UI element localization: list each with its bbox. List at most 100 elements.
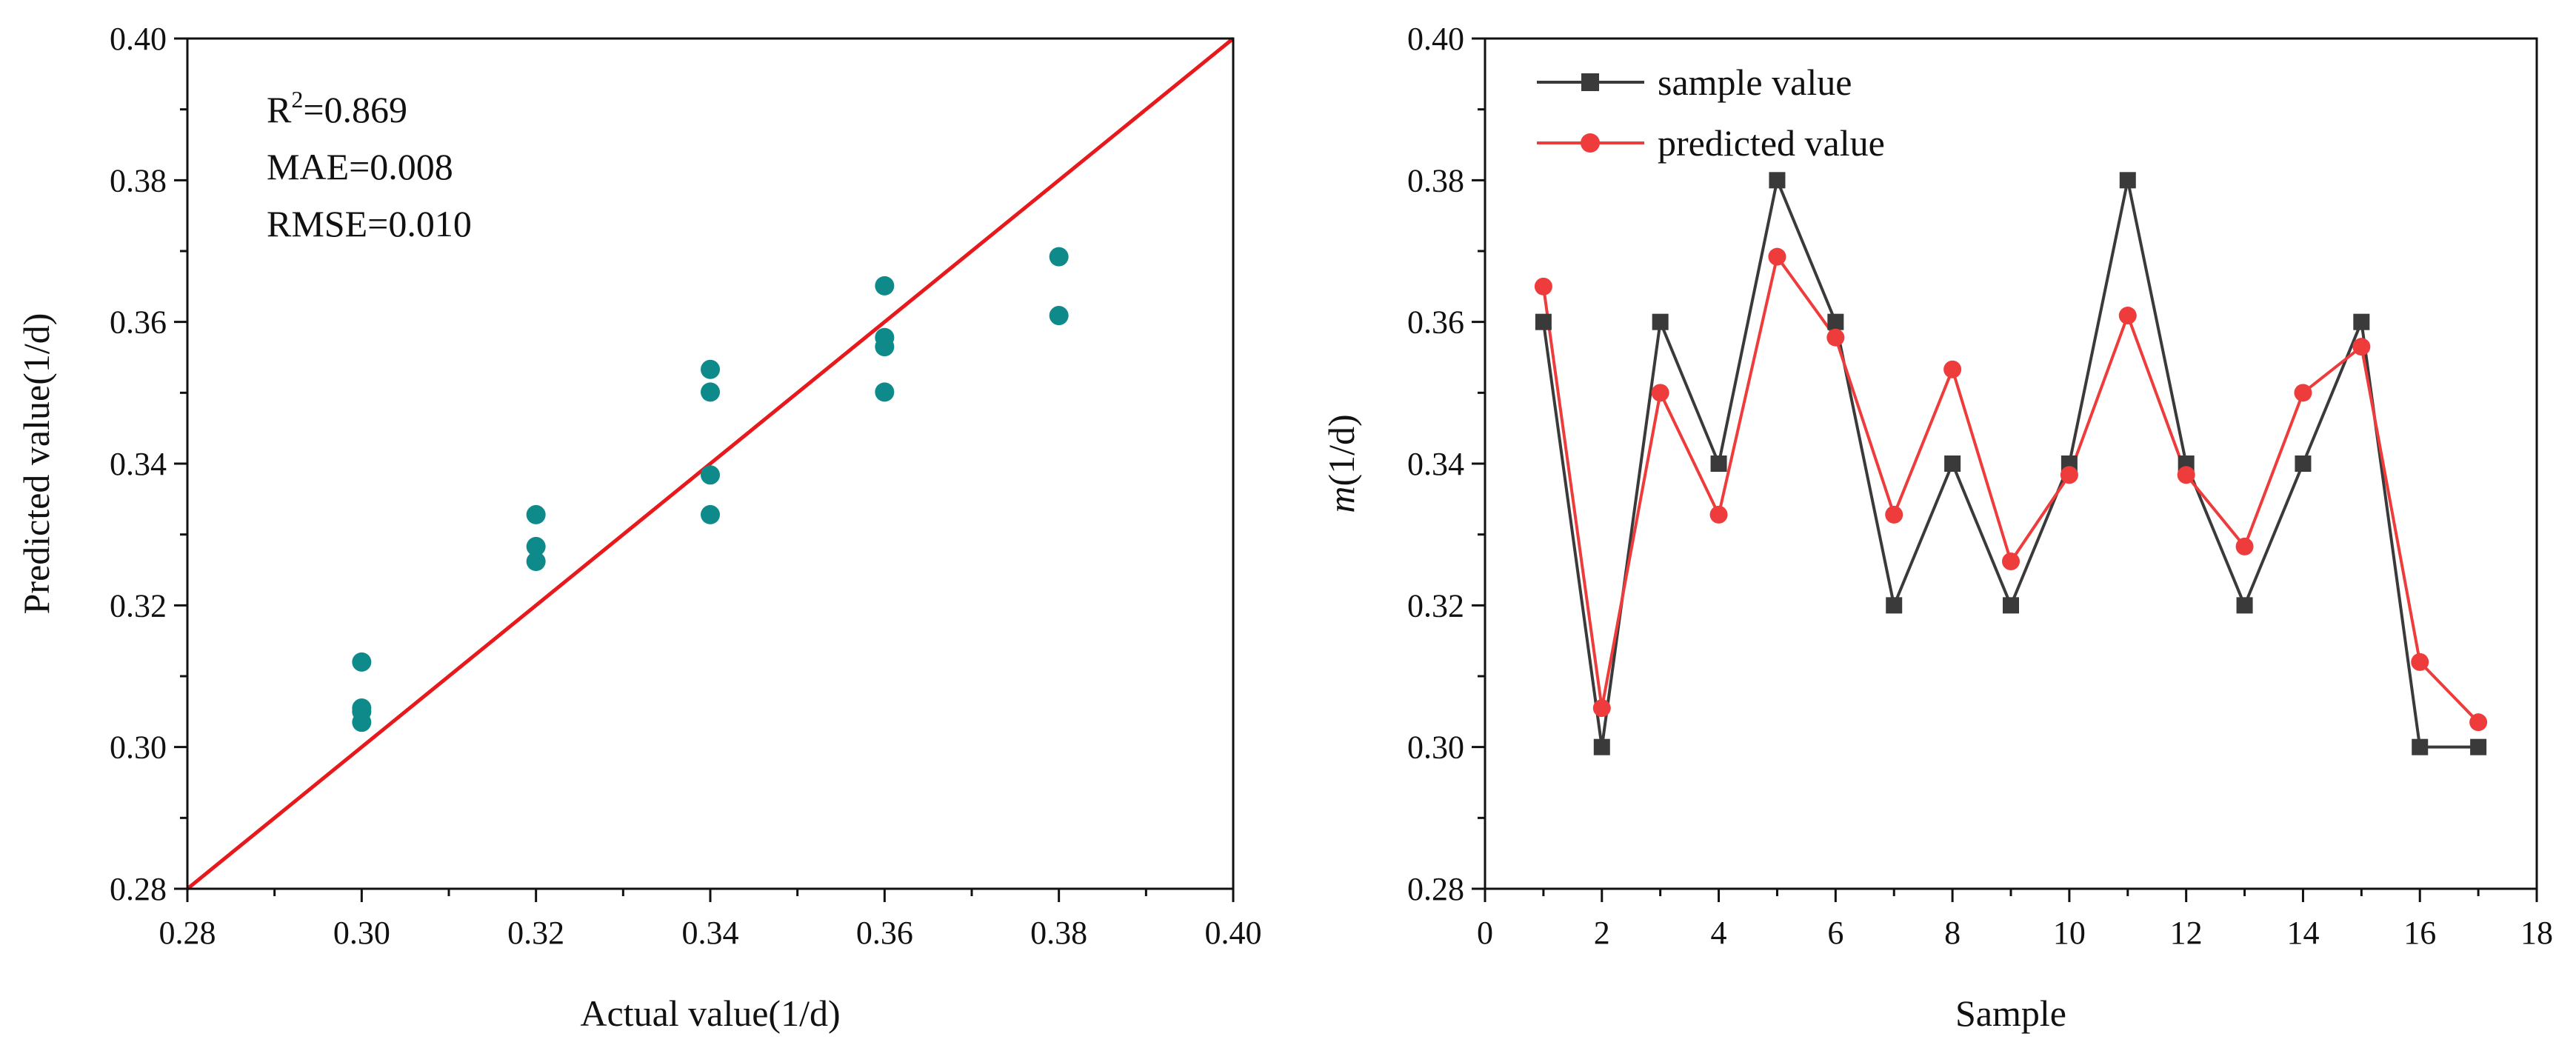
left-y-tick-label: 0.40: [110, 21, 167, 57]
legend: sample value predicted value: [1537, 61, 1885, 164]
legend-label-predicted: predicted value: [1658, 122, 1885, 164]
predicted-value-point: [1592, 699, 1611, 718]
left-y-tick-label: 0.38: [110, 162, 167, 198]
left-axis-ticks: 0.28 0.30 0.32 0.34 0.36 0.38 0.40 0.28 0.30 0.32…: [110, 21, 1262, 951]
left-y-axis-title: Predicted value(1/d): [16, 313, 57, 615]
legend-swatch-marker-sample: [1581, 73, 1599, 91]
left-x-axis-title: Actual value(1/d): [580, 992, 840, 1034]
series-line-sample: [1541, 175, 2479, 749]
right-y-tick-label: 0.28: [1407, 871, 1464, 907]
fit-line-group: [186, 37, 1235, 890]
left-y-tick-label: 0.34: [110, 446, 167, 482]
right-x-tick-label: 10: [2053, 915, 2086, 951]
sample-value-point: [1652, 313, 1669, 330]
scatter-point: [701, 504, 720, 524]
predicted-value-point: [1709, 505, 1728, 524]
predicted-value-point: [1826, 328, 1845, 347]
right-y-tick-label: 0.40: [1407, 21, 1464, 57]
predicted-value-point: [2118, 307, 2137, 325]
predicted-value-point: [1768, 247, 1786, 266]
scatter-points: [352, 247, 1069, 732]
predicted-value-point: [2294, 384, 2312, 402]
sample-value-point: [1593, 738, 1610, 755]
right-y-tick-label: 0.34: [1407, 446, 1464, 482]
right-y-tick-label: 0.30: [1407, 730, 1464, 766]
scatter-point: [352, 701, 372, 721]
predicted-value-point: [2177, 466, 2195, 484]
scatter-point: [526, 552, 546, 572]
scatter-point: [352, 652, 372, 672]
scatter-point: [1049, 306, 1069, 326]
mae-annotation: MAE=0.008: [267, 146, 453, 187]
sample-value-point: [2003, 597, 2019, 614]
right-x-tick-label: 4: [1711, 915, 1727, 951]
right-x-tick-label: 14: [2286, 915, 2319, 951]
line-series: [1534, 172, 2488, 755]
left-x-tick-label: 0.40: [1205, 915, 1262, 951]
sample-value-point: [2295, 455, 2312, 472]
right-x-tick-label: 6: [1827, 915, 1843, 951]
r2-annotation: R2=0.869: [267, 86, 407, 130]
sample-value-point: [2236, 597, 2253, 614]
sample-value-point: [2412, 738, 2429, 755]
scatter-point: [701, 465, 720, 485]
sample-value-point: [1710, 455, 1727, 472]
scatter-point: [701, 359, 720, 379]
sample-value-point: [1886, 597, 1903, 614]
predicted-value-point: [2469, 713, 2488, 732]
scatter-point: [701, 382, 720, 402]
r2-value: =0.869: [303, 89, 407, 130]
right-y-tick-label: 0.36: [1407, 304, 1464, 341]
fit-line: [186, 37, 1235, 890]
predicted-value-point: [2352, 338, 2371, 356]
sample-value-point: [2119, 172, 2136, 189]
right-x-tick-label: 16: [2403, 915, 2436, 951]
left-x-tick-label: 0.38: [1030, 915, 1087, 951]
line-panel: 0 2 4 6 8 10 12 14 16 18 0.28 0.30 0.32 0.34 0.36 0.38 0…: [1321, 21, 2553, 1034]
sample-value-point: [1769, 172, 1786, 189]
left-x-tick-label: 0.34: [682, 915, 739, 951]
left-y-tick-label: 0.32: [110, 587, 167, 624]
left-x-tick-label: 0.28: [159, 915, 216, 951]
left-y-tick-label: 0.28: [110, 871, 167, 907]
right-x-tick-label: 2: [1594, 915, 1610, 951]
right-y-tick-label: 0.32: [1407, 587, 1464, 624]
rmse-annotation: RMSE=0.010: [267, 203, 472, 244]
predicted-value-point: [2002, 553, 2020, 571]
right-y-axis-title-rest: (1/d): [1321, 414, 1362, 486]
predicted-value-point: [1943, 360, 1962, 378]
sample-value-point: [1827, 313, 1844, 330]
scatter-point: [526, 536, 546, 556]
legend-swatch-marker-predicted: [1581, 133, 1600, 153]
right-y-tick-label: 0.38: [1407, 162, 1464, 198]
right-x-tick-label: 8: [1944, 915, 1961, 951]
right-axis-ticks: 0 2 4 6 8 10 12 14 16 18 0.28 0.30 0.32 0.34 0.36 0.38 0…: [1407, 21, 2553, 951]
right-x-tick-label: 18: [2520, 915, 2553, 951]
predicted-value-point: [1651, 384, 1669, 402]
scatter-point: [875, 276, 895, 296]
sample-value-point: [1535, 313, 1552, 330]
series-line-predicted: [1541, 253, 2480, 724]
r2-base: R: [267, 89, 292, 130]
left-plot-frame: [186, 37, 1235, 890]
r2-superscript: 2: [291, 86, 303, 113]
scatter-point: [875, 382, 895, 402]
scatter-point: [875, 337, 895, 357]
right-x-axis-title: Sample: [1955, 992, 2066, 1034]
right-plot-frame: [1484, 37, 2538, 890]
scatter-point: [1049, 247, 1069, 267]
predicted-value-point: [2411, 653, 2429, 671]
right-x-tick-label: 12: [2170, 915, 2203, 951]
left-y-tick-label: 0.30: [110, 730, 167, 766]
left-x-tick-label: 0.36: [856, 915, 913, 951]
sample-value-point: [2470, 738, 2487, 755]
left-x-tick-label: 0.32: [507, 915, 564, 951]
scatter-panel: 0.28 0.30 0.32 0.34 0.36 0.38 0.40 0.28 0.30 0.32…: [16, 21, 1262, 1034]
sample-value-point: [1944, 455, 1961, 472]
right-y-axis-title-italic: m: [1321, 487, 1362, 513]
legend-label-sample: sample value: [1658, 61, 1852, 103]
left-x-tick-label: 0.30: [333, 915, 390, 951]
sample-value-point: [2353, 313, 2370, 330]
left-y-tick-label: 0.36: [110, 304, 167, 341]
